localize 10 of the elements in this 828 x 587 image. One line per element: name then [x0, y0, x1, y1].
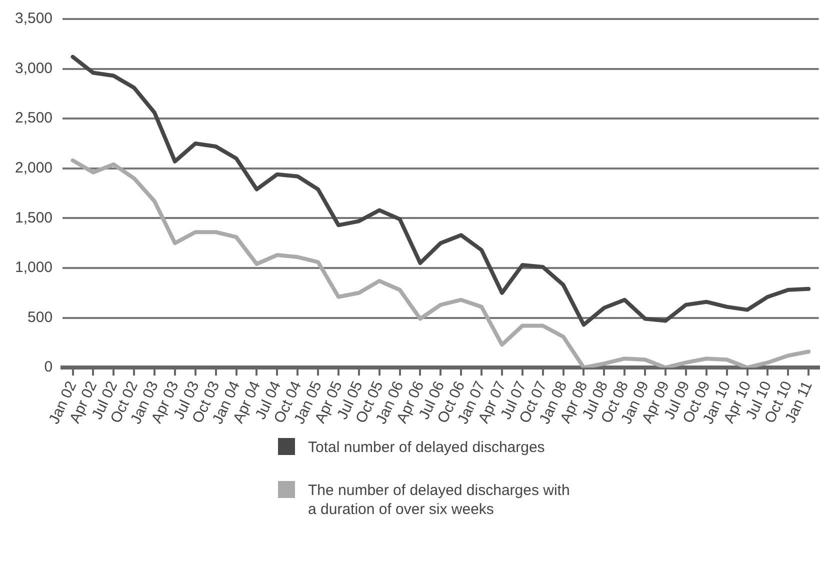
legend-label: The number of delayed discharges with a duration of over six weeks: [308, 481, 571, 519]
y-tick-label: 3,500: [14, 10, 53, 28]
y-tick-label: 500: [28, 308, 53, 326]
legend-label: Total number of delayed discharges: [308, 438, 545, 457]
y-tick-label: 1,500: [14, 209, 53, 226]
y-tick-label: 2,000: [14, 160, 53, 177]
y-tick-label: 3,000: [14, 60, 53, 77]
y-tick-label: 0: [44, 358, 53, 376]
y-tick-label: 1,000: [14, 259, 53, 276]
y-tick-label: 2,500: [14, 110, 53, 127]
